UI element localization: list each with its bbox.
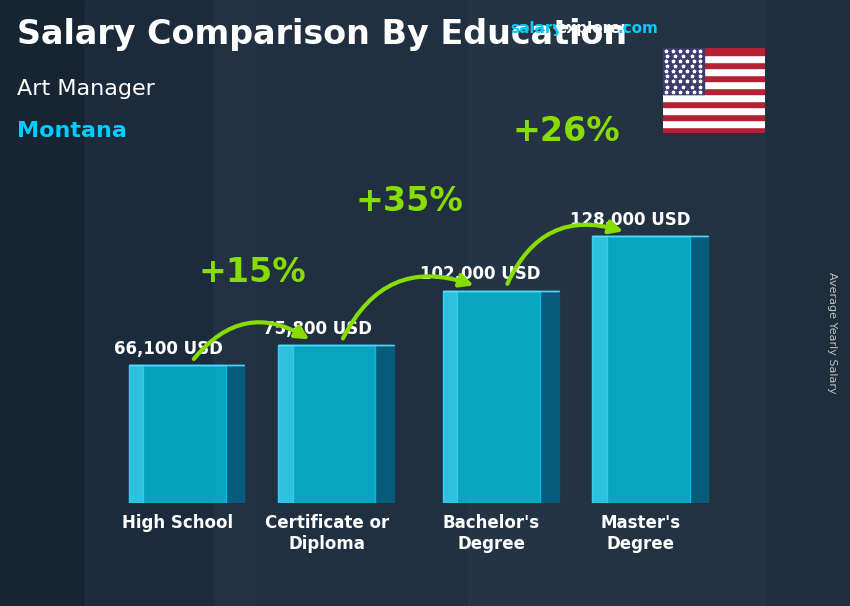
Text: Montana: Montana: [17, 121, 127, 141]
Bar: [0, 0, 212, 606]
Bar: [278, 345, 376, 503]
Bar: [663, 88, 765, 94]
Bar: [595, 0, 850, 606]
Bar: [663, 75, 765, 81]
Text: 102,000 USD: 102,000 USD: [420, 265, 541, 283]
Text: salary: salary: [510, 21, 563, 36]
Polygon shape: [540, 290, 558, 503]
Text: +35%: +35%: [355, 185, 463, 218]
Bar: [278, 345, 292, 503]
Polygon shape: [376, 345, 394, 503]
Bar: [85, 0, 255, 606]
Bar: [468, 0, 765, 606]
Text: Salary Comparison By Education: Salary Comparison By Education: [17, 18, 627, 51]
Bar: [663, 127, 765, 133]
Bar: [212, 0, 638, 606]
Text: Art Manager: Art Manager: [17, 79, 155, 99]
Polygon shape: [226, 365, 245, 503]
Text: +15%: +15%: [198, 256, 306, 289]
Bar: [663, 101, 765, 107]
Bar: [663, 81, 765, 88]
Bar: [663, 62, 765, 68]
Bar: [663, 114, 765, 120]
Bar: [663, 94, 765, 101]
Bar: [443, 290, 457, 503]
Polygon shape: [689, 236, 708, 503]
Bar: [128, 365, 226, 503]
Text: explorer: explorer: [557, 21, 629, 36]
Bar: [663, 120, 765, 127]
Text: 66,100 USD: 66,100 USD: [114, 340, 223, 358]
Bar: [663, 48, 704, 94]
Bar: [663, 55, 765, 62]
Text: Average Yearly Salary: Average Yearly Salary: [827, 273, 837, 394]
Text: 128,000 USD: 128,000 USD: [570, 211, 690, 229]
Text: +26%: +26%: [513, 115, 620, 148]
Bar: [592, 236, 689, 503]
Bar: [663, 107, 765, 114]
Text: 75,800 USD: 75,800 USD: [264, 320, 372, 338]
Bar: [663, 48, 765, 55]
Bar: [443, 290, 540, 503]
Bar: [128, 365, 143, 503]
Bar: [592, 236, 607, 503]
Bar: [663, 68, 765, 75]
Text: .com: .com: [618, 21, 659, 36]
